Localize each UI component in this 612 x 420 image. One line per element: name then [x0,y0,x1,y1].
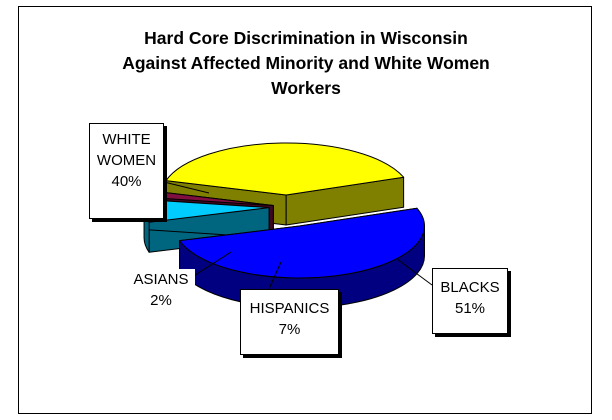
chart-title-line-3: Workers [271,78,341,98]
slice-blacks-top [179,207,425,279]
label-asians-name: ASIANS [133,271,189,288]
label-blacks-value: 51% [454,300,486,317]
label-hispanics-name: HISPANICS [249,300,330,317]
label-hispanics-value: 7% [278,321,301,338]
slice-white-women-top [165,142,405,196]
chart-title: Hard Core Discrimination in Wisconsin Ag… [19,26,593,101]
pie-chart [143,142,433,309]
chart-frame: Hard Core Discrimination in Wisconsin Ag… [18,6,592,414]
slice-blacks [179,207,425,309]
label-hispanics: HISPANICS 7% [240,289,339,355]
label-asians: ASIANS 2% [127,269,195,319]
label-blacks-name: BLACKS [440,279,500,296]
leader-line-blacks [396,258,433,286]
label-asians-value: 2% [150,292,172,309]
leader-line-hispanics [268,261,282,290]
chart-title-line-2: Against Affected Minority and White Wome… [122,53,490,73]
label-white-women-line-2: WOMEN [96,152,157,169]
label-white-women: WHITE WOMEN 40% [89,123,164,219]
label-blacks: BLACKS 51% [432,268,508,334]
leader-line-white-women [163,181,210,194]
label-white-women-value: 40% [111,173,142,190]
label-white-women-line-1: WHITE [102,131,151,148]
chart-title-line-1: Hard Core Discrimination in Wisconsin [144,28,468,48]
